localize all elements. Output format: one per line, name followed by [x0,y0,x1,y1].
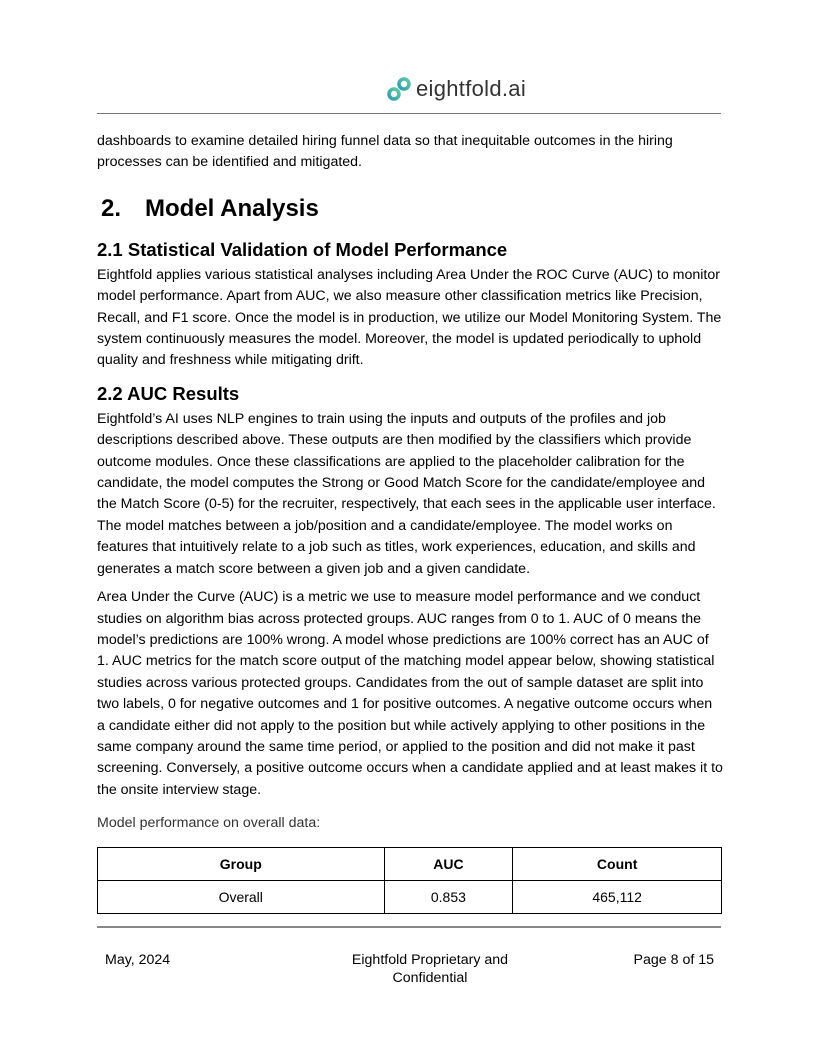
header-group: Group [97,846,385,881]
footer-divider [97,926,721,928]
section-title: Model Analysis [145,194,319,222]
header-divider [97,113,721,114]
subsection-heading-2-1: 2.1 Statistical Validation of Model Perf… [97,238,508,260]
header-count: Count [512,846,722,881]
page-body: dashboards to examine detailed hiring fu… [97,131,723,914]
cell-count: 465,112 [512,879,722,914]
table-row: Overall 0.853 465,112 [97,879,722,914]
footer-date: May, 2024 [105,952,171,968]
intro-paragraph: dashboards to examine detailed hiring fu… [97,133,673,171]
subsection-2-2-body-2: Area Under the Curve (AUC) is a metric w… [97,589,723,798]
section-heading: 2. Model Analysis [101,194,723,224]
logo-text: eightfold.ai [416,76,527,101]
subsection-2-1-body: Eightfold applies various statistical an… [97,266,722,369]
auc-table: Group AUC Count Overall 0.853 465,112 [97,846,722,914]
eightfold-logo: eightfold.ai [386,74,526,104]
footer-page-number: Page 8 of 15 [633,952,714,968]
header-auc: AUC [383,846,514,881]
infinity-logo-icon [387,77,411,101]
subsection-2-2-body-1: Eightfold’s AI uses NLP engines to train… [97,410,716,577]
cell-auc: 0.853 [383,879,514,914]
section-number: 2. [101,194,122,222]
table-header-row: Group AUC Count [97,846,722,881]
table-caption: Model performance on overall data: [97,815,321,832]
footer-confidential: Eightfold Proprietary and Confidential [351,952,509,986]
cell-group: Overall [97,879,385,914]
subsection-heading-2-2: 2.2 AUC Results [97,382,240,404]
